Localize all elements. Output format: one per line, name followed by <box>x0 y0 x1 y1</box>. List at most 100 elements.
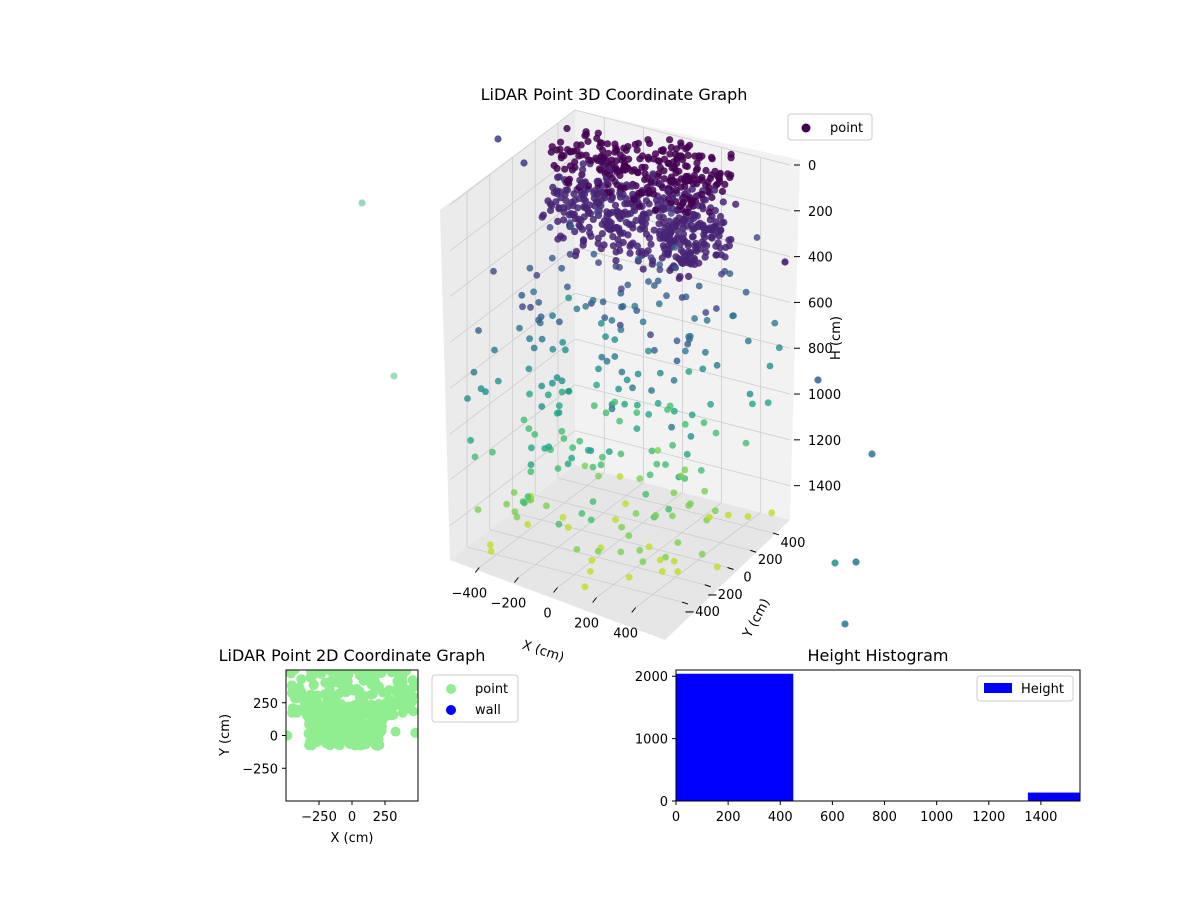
point-3d <box>553 146 561 154</box>
point-2d <box>371 717 382 728</box>
point-3d <box>609 242 618 250</box>
y-tick <box>750 549 757 553</box>
point-3d <box>590 250 598 258</box>
point-3d <box>595 198 603 206</box>
point-3d <box>533 271 541 279</box>
point-3d <box>695 152 703 160</box>
point-3d <box>677 472 685 480</box>
point-3d <box>611 336 619 343</box>
point-3d <box>690 254 699 263</box>
point-3d <box>539 211 548 219</box>
chart-3d-xlabel: X (cm) <box>520 638 566 666</box>
point-3d <box>597 245 605 253</box>
point-3d <box>612 262 620 270</box>
point-3d <box>518 291 526 299</box>
point-3d <box>524 521 532 528</box>
point-3d <box>645 234 654 242</box>
y-tick-label: −200 <box>707 588 743 603</box>
point-3d <box>688 411 696 419</box>
point-3d <box>557 138 565 146</box>
point-2d <box>324 684 335 694</box>
point-2d <box>388 709 399 720</box>
point-3d <box>677 152 685 160</box>
point-3d <box>717 251 725 259</box>
point-3d <box>727 171 735 179</box>
point-3d <box>768 509 776 517</box>
point-3d <box>646 471 654 479</box>
point-3d <box>635 255 642 263</box>
y-tick-label-2d: 0 <box>270 730 278 745</box>
point-3d <box>600 153 608 161</box>
point-3d <box>649 170 657 178</box>
point-2d <box>407 691 418 702</box>
point-3d <box>618 285 625 293</box>
point-3d <box>490 267 497 275</box>
point-3d <box>589 498 597 505</box>
point-3d <box>527 303 534 311</box>
point-3d <box>602 333 609 340</box>
grid-line <box>449 338 791 435</box>
point-3d <box>603 140 612 148</box>
point-3d <box>617 548 625 556</box>
point-3d <box>589 215 597 223</box>
point-3d <box>598 353 606 361</box>
point-3d <box>633 242 642 250</box>
point-3d <box>597 166 605 174</box>
point-3d <box>622 195 630 203</box>
point-2d <box>384 685 395 696</box>
legend-label-wall: wall <box>475 703 501 718</box>
point-3d <box>659 242 668 250</box>
point-3d <box>616 209 624 217</box>
point-3d <box>725 242 734 250</box>
point-3d <box>621 400 628 408</box>
point-2d <box>410 727 418 738</box>
point-3d <box>554 465 562 472</box>
z-tick-label: 1000 <box>808 388 841 403</box>
point-3d <box>538 335 546 343</box>
x-tick-label-2d: 250 <box>373 810 398 825</box>
point-3d <box>666 237 674 245</box>
point-3d <box>568 454 575 462</box>
point-3d <box>713 361 721 369</box>
point-3d <box>655 300 663 308</box>
point-3d <box>660 175 668 183</box>
chart-2d-legend: point wall <box>431 674 519 723</box>
point-3d <box>467 436 474 444</box>
point-2d <box>401 670 412 676</box>
point-3d <box>664 187 672 195</box>
point-3d <box>525 365 533 373</box>
point-3d <box>593 208 601 216</box>
point-3d <box>641 176 649 184</box>
point-2d <box>357 739 368 749</box>
point-3d <box>545 443 553 451</box>
point-2d <box>306 710 317 721</box>
point-3d <box>625 532 633 540</box>
point-3d <box>686 193 694 202</box>
point-3d <box>651 346 658 354</box>
point-3d <box>624 231 632 239</box>
point-3d <box>684 151 692 159</box>
point-3d <box>727 150 735 158</box>
point-2d <box>397 707 408 718</box>
point-3d <box>599 298 607 306</box>
grid-line <box>466 546 683 603</box>
point-3d <box>611 353 619 360</box>
point-3d <box>702 166 710 175</box>
point-3d <box>647 254 655 261</box>
point-3d <box>550 188 558 197</box>
point-3d <box>597 320 605 327</box>
point-3d <box>573 305 581 313</box>
point-3d <box>587 568 594 575</box>
point-3d <box>868 450 876 458</box>
point-3d <box>764 399 772 407</box>
x-tick-label: 400 <box>613 627 638 642</box>
point-3d <box>561 191 569 199</box>
grid-line <box>489 529 705 586</box>
point-3d <box>704 188 712 196</box>
point-3d <box>691 315 698 322</box>
point-3d <box>663 292 670 300</box>
point-3d <box>620 184 628 192</box>
point-3d <box>645 189 654 197</box>
point-3d <box>648 260 657 268</box>
point-3d <box>749 400 756 408</box>
